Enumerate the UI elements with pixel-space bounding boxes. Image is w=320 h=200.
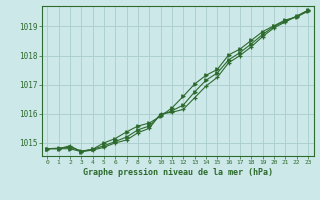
X-axis label: Graphe pression niveau de la mer (hPa): Graphe pression niveau de la mer (hPa) xyxy=(83,168,273,177)
